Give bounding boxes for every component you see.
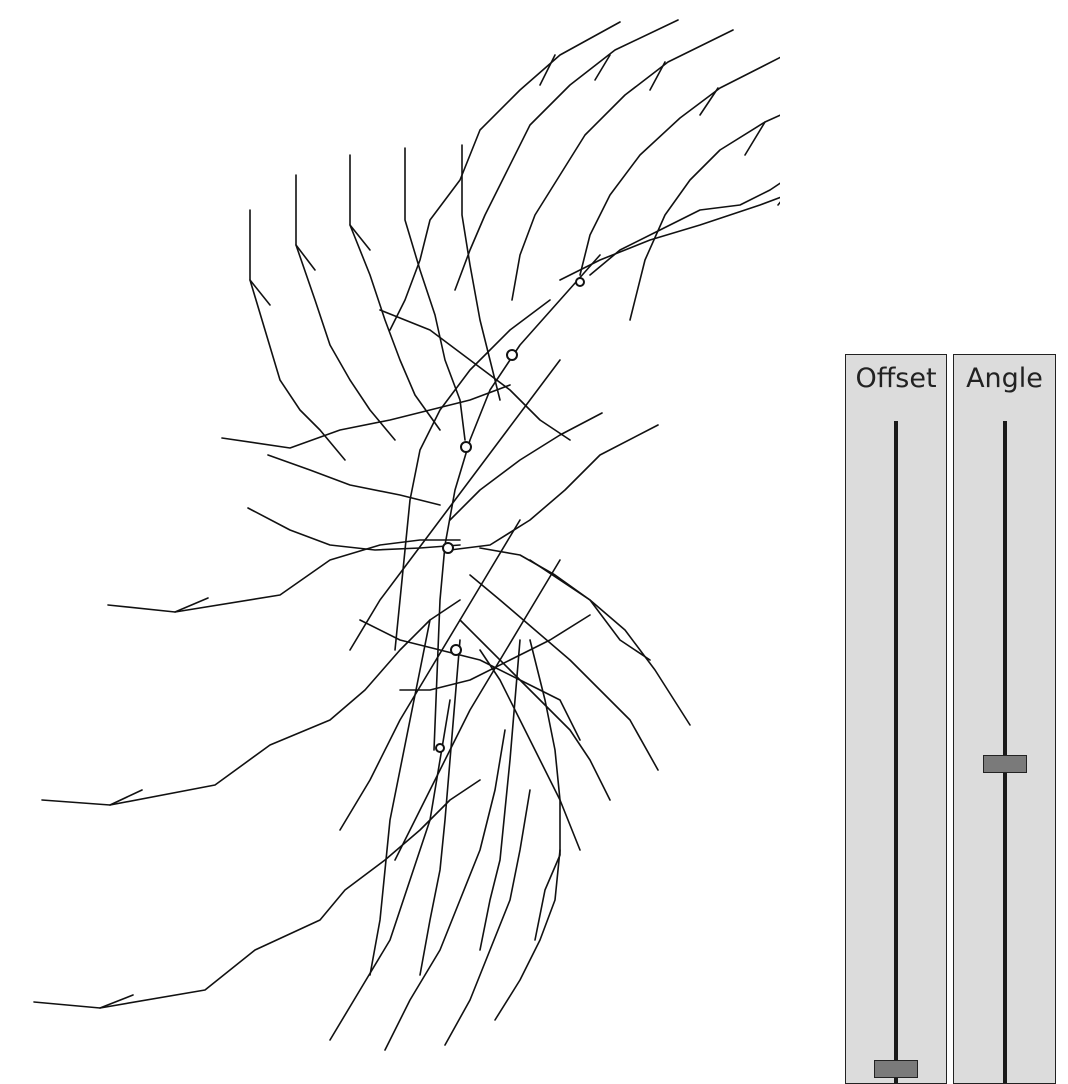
- branch-arm: [589, 182, 780, 276]
- branch-arm: [559, 196, 780, 281]
- branch-tick: [594, 54, 611, 81]
- offset-slider-panel: Offset: [845, 354, 947, 1084]
- branch-arm: [479, 547, 691, 726]
- branch-arm: [339, 519, 521, 831]
- branch-tick: [349, 224, 371, 251]
- branch-arm: [511, 29, 734, 301]
- branch-tick: [539, 54, 556, 86]
- junction-nodes: [435, 277, 585, 753]
- branch-arm: [469, 574, 659, 771]
- branch-arm: [444, 789, 531, 1046]
- branch-arm: [529, 559, 651, 661]
- angle-slider-panel: Angle: [953, 354, 1056, 1084]
- branch-strokes: [33, 19, 780, 1051]
- branch-arm: [41, 599, 461, 806]
- branch-arm: [349, 359, 561, 651]
- branch-arm: [33, 779, 481, 1009]
- branch-tick: [174, 597, 209, 613]
- angle-slider-label: Angle: [966, 363, 1043, 394]
- branch-arm: [394, 559, 561, 861]
- branch-arm: [379, 309, 571, 441]
- branch-arm: [433, 254, 601, 751]
- branch-arm: [221, 384, 511, 449]
- branch-tick: [649, 61, 666, 91]
- offset-slider-track[interactable]: [894, 421, 898, 1083]
- branch-arm: [479, 639, 521, 951]
- branch-arm: [449, 412, 603, 521]
- tree-drawing-canvas: [33, 19, 780, 1051]
- branch-arm: [399, 614, 591, 691]
- branch-arm: [349, 154, 441, 431]
- branch-tick: [249, 279, 271, 306]
- branch-arm: [459, 619, 611, 801]
- junction-node: [435, 743, 445, 753]
- branch-arm: [449, 424, 659, 551]
- offset-slider-label: Offset: [855, 363, 937, 394]
- angle-slider-thumb[interactable]: [982, 755, 1027, 774]
- branch-tick: [109, 789, 143, 806]
- branch-arm: [107, 539, 461, 613]
- branch-arm: [629, 114, 780, 321]
- branch-arm: [419, 639, 461, 976]
- branch-tick: [295, 244, 316, 271]
- branch-arm: [267, 454, 441, 506]
- branch-tick: [699, 87, 719, 116]
- junction-node: [442, 542, 454, 554]
- junction-node: [460, 441, 472, 453]
- branch-arm: [579, 56, 780, 276]
- junction-node: [575, 277, 585, 287]
- branch-tick: [744, 121, 766, 156]
- branch-arm: [329, 699, 451, 1041]
- branch-arm: [389, 21, 621, 331]
- branch-arm: [494, 849, 561, 1021]
- branch-arm: [404, 147, 466, 441]
- junction-node: [450, 644, 462, 656]
- branch-tick: [99, 994, 134, 1009]
- branch-arm: [479, 649, 581, 851]
- junction-node: [506, 349, 518, 361]
- angle-slider-track[interactable]: [1002, 421, 1007, 1083]
- branch-arm: [461, 144, 501, 401]
- branch-arm: [384, 729, 506, 1051]
- branch-arm: [359, 619, 581, 741]
- branch-arm: [454, 19, 679, 291]
- branch-arm: [394, 299, 551, 651]
- branch-arm: [369, 619, 431, 976]
- branch-arm: [247, 507, 461, 551]
- offset-slider-thumb[interactable]: [874, 1060, 918, 1078]
